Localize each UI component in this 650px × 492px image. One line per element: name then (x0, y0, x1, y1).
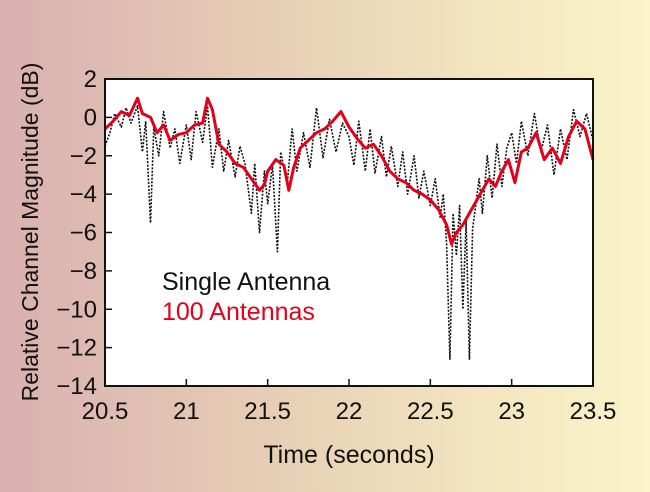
x-tick-label: 23 (498, 398, 525, 425)
x-tick-label: 21 (173, 398, 200, 425)
legend-label-single-antenna: Single Antenna (162, 268, 330, 296)
x-tick-label: 20.5 (82, 398, 129, 425)
x-tick-label: 21.5 (244, 398, 291, 425)
series-line-100-antennas (103, 96, 595, 246)
series-line-single-antenna (104, 105, 594, 360)
x-tick-label: 22 (336, 398, 363, 425)
y-tick-label: −8 (70, 258, 97, 285)
y-tick-label: −14 (56, 373, 97, 400)
x-tick-label: 23.5 (570, 398, 617, 425)
y-tick-label: 2 (84, 66, 97, 93)
y-tick-label: −2 (70, 143, 97, 170)
plot-background (105, 79, 593, 386)
y-tick-label: −4 (70, 181, 97, 208)
y-axis-label: Relative Channel Magnitude (dB) (17, 63, 43, 402)
series-layer (103, 96, 595, 360)
x-axis-label: Time (seconds) (263, 441, 434, 469)
y-tick-label: −10 (56, 296, 97, 323)
tick-layer: 20.5 21 21.5 22 22.5 23 23.5 2 0 −2 −4 −6 −8 −10 −12 −1… (56, 66, 616, 425)
y-tick-label: −6 (70, 220, 97, 247)
x-tick-label: 22.5 (407, 398, 454, 425)
y-tick-label: −12 (56, 335, 97, 362)
y-tick-label: 0 (84, 104, 97, 131)
legend-label-100-antennas: 100 Antennas (162, 298, 315, 326)
